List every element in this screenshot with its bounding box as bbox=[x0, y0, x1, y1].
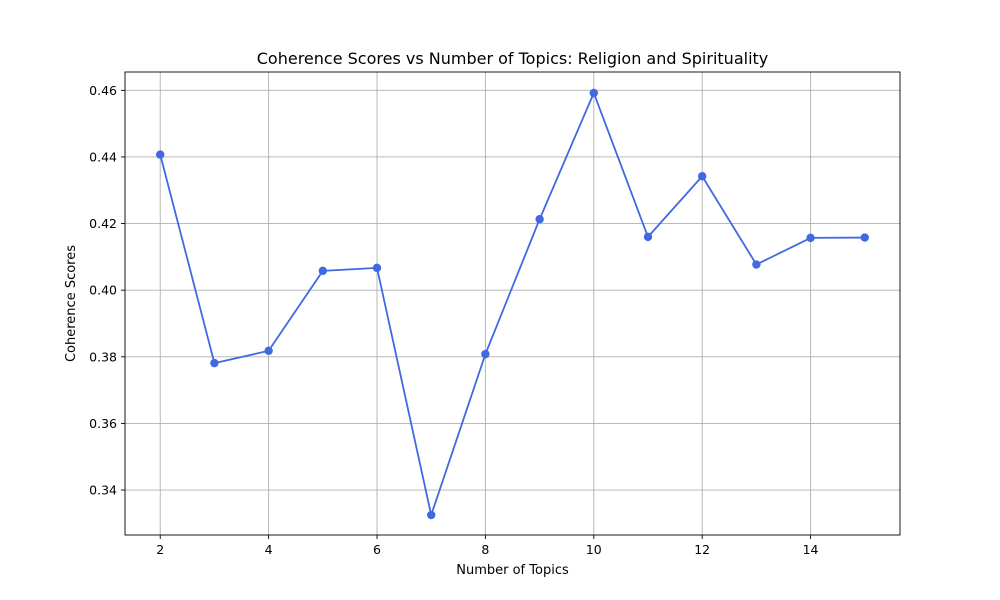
x-tick-label: 2 bbox=[156, 542, 164, 557]
x-tick-label: 4 bbox=[265, 542, 273, 557]
y-tick-label: 0.46 bbox=[89, 83, 117, 98]
axis-ticks: 2 4 6 8 10 12 14 0.34 0.36 0.38 0.40 0.42 0.44 0.46 bbox=[89, 83, 818, 557]
data-point bbox=[697, 172, 707, 181]
x-tick-label: 8 bbox=[481, 542, 489, 557]
data-point bbox=[264, 346, 273, 355]
grid-lines bbox=[125, 72, 900, 535]
x-tick-label: 12 bbox=[694, 542, 710, 557]
plot-frame bbox=[124, 71, 901, 536]
data-point bbox=[481, 349, 490, 359]
x-tick-label: 10 bbox=[586, 542, 602, 557]
series-layer bbox=[156, 88, 869, 520]
x-tick-label: 6 bbox=[373, 542, 381, 557]
data-point bbox=[156, 150, 165, 159]
y-tick-label: 0.36 bbox=[89, 416, 117, 431]
y-tick-label: 0.42 bbox=[89, 216, 117, 231]
data-point bbox=[643, 232, 653, 242]
data-point bbox=[318, 266, 328, 276]
y-tick-label: 0.40 bbox=[89, 283, 117, 298]
y-axis-label: Coherence Scores bbox=[64, 245, 79, 362]
data-point bbox=[427, 510, 436, 520]
data-point bbox=[535, 215, 544, 224]
series-line bbox=[159, 92, 865, 516]
chart-title: Coherence Scores vs Number of Topics: Re… bbox=[257, 49, 769, 68]
data-point bbox=[372, 263, 382, 273]
y-tick-label: 0.34 bbox=[89, 483, 117, 498]
data-point bbox=[589, 88, 598, 98]
y-tick-label: 0.38 bbox=[89, 349, 117, 364]
y-tick-label: 0.44 bbox=[89, 149, 117, 164]
x-tick-label: 14 bbox=[803, 542, 819, 557]
data-point bbox=[752, 260, 761, 269]
data-point bbox=[806, 233, 815, 243]
data-point bbox=[210, 358, 219, 368]
data-point bbox=[860, 233, 869, 242]
x-axis-label: Number of Topics bbox=[456, 563, 569, 578]
